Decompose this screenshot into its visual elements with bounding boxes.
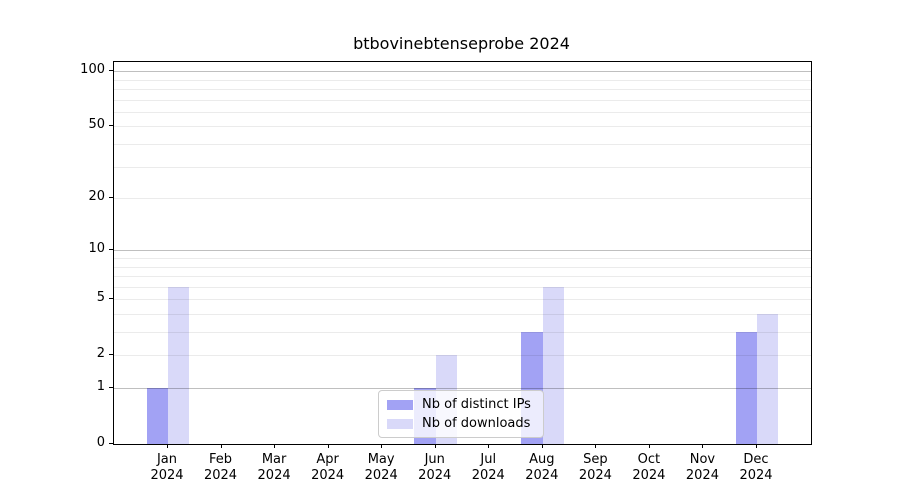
legend-label: Nb of distinct IPs — [422, 397, 531, 412]
x-tick-month: Jun — [424, 452, 445, 467]
y-tick-mark — [109, 354, 113, 356]
gridline — [114, 166, 811, 168]
x-tick-year: 2024 — [471, 468, 505, 483]
legend-label: Nb of downloads — [422, 416, 531, 431]
x-tick-month: Apr — [316, 452, 339, 467]
x-tick-year: 2024 — [578, 468, 612, 483]
y-tick-label: 1 — [96, 379, 105, 394]
y-tick-label: 50 — [88, 117, 105, 133]
x-tick-month: May — [367, 452, 395, 467]
x-tick-label: Dec 2024 — [724, 452, 788, 484]
bar-distinct-ips — [146, 388, 168, 444]
y-tick-mark — [109, 443, 113, 444]
x-tick-month: Oct — [637, 452, 661, 467]
x-tick-month: Sep — [583, 452, 608, 467]
x-tick-label: Feb 2024 — [189, 452, 253, 484]
gridline — [114, 313, 811, 315]
gridline — [114, 99, 811, 101]
y-tick-mark — [109, 387, 113, 388]
x-tick-mark — [167, 444, 168, 448]
x-tick-mark — [381, 444, 383, 448]
gridline — [114, 250, 811, 252]
gridline — [114, 144, 811, 146]
x-tick-month: Jul — [480, 452, 497, 467]
y-tick-mark — [109, 197, 113, 199]
x-tick-year: 2024 — [257, 468, 291, 483]
x-tick-mark — [648, 444, 650, 448]
legend-swatch — [387, 418, 413, 429]
x-tick-mark — [220, 444, 222, 448]
chart-title: btbovinebtenseprobe 2024 — [353, 34, 570, 53]
x-tick-mark — [755, 444, 757, 448]
y-tick-mark — [109, 249, 113, 251]
legend: Nb of distinct IPs Nb of downloads — [378, 390, 544, 438]
x-tick-year: 2024 — [364, 468, 398, 483]
legend-swatch — [387, 399, 413, 410]
x-tick-label: Oct 2024 — [617, 452, 681, 484]
gridline — [114, 71, 811, 73]
gridline — [114, 355, 811, 357]
gridline — [114, 332, 811, 334]
x-tick-label: Nov 2024 — [670, 452, 734, 484]
x-tick-year: 2024 — [150, 468, 184, 483]
y-tick-label: 5 — [96, 290, 105, 306]
gridline — [114, 266, 811, 268]
x-tick-month: Nov — [689, 452, 716, 467]
x-tick-mark — [488, 444, 490, 448]
gridline — [114, 388, 811, 389]
gridline — [114, 276, 811, 278]
legend-item: Nb of distinct IPs — [387, 397, 535, 412]
x-tick-mark — [274, 444, 276, 448]
x-tick-year: 2024 — [632, 468, 666, 483]
y-tick-label: 10 — [88, 241, 105, 257]
gridline — [114, 111, 811, 113]
x-tick-month: Feb — [209, 452, 233, 467]
x-tick-label: Jan 2024 — [135, 452, 199, 484]
x-tick-month: Dec — [743, 452, 769, 467]
x-tick-mark — [595, 444, 597, 448]
y-tick-label: 100 — [80, 62, 105, 78]
x-tick-label: May 2024 — [349, 452, 413, 484]
x-tick-label: Mar 2024 — [242, 452, 306, 484]
x-tick-mark — [327, 444, 329, 448]
gridline — [114, 299, 811, 301]
bar-distinct-ips — [735, 332, 757, 444]
gridline — [114, 258, 811, 259]
x-tick-year: 2024 — [739, 468, 773, 483]
bar-downloads — [756, 313, 779, 444]
x-tick-year: 2024 — [685, 468, 719, 483]
x-tick-mark — [702, 444, 704, 448]
x-tick-month: Aug — [529, 452, 555, 467]
y-tick-label: 0 — [96, 435, 105, 450]
gridline — [114, 286, 811, 288]
x-tick-mark — [434, 444, 436, 448]
gridline — [114, 126, 811, 128]
x-tick-label: Jul 2024 — [456, 452, 520, 484]
x-tick-mark — [541, 444, 543, 448]
legend-item: Nb of downloads — [387, 416, 535, 431]
y-tick-mark — [109, 70, 113, 72]
y-tick-label: 20 — [88, 189, 105, 205]
gridline — [114, 198, 811, 200]
x-tick-year: 2024 — [418, 468, 452, 483]
bar-downloads — [168, 286, 190, 444]
x-tick-year: 2024 — [311, 468, 345, 483]
y-tick-mark — [109, 125, 113, 127]
y-tick-mark — [109, 298, 113, 300]
x-tick-month: Mar — [261, 452, 287, 467]
x-tick-year: 2024 — [203, 468, 238, 483]
x-tick-label: Jun 2024 — [403, 452, 467, 484]
bar-downloads — [542, 286, 565, 444]
x-tick-label: Sep 2024 — [563, 452, 627, 484]
x-tick-label: Aug 2024 — [510, 452, 574, 484]
plot-area — [113, 61, 812, 445]
x-tick-label: Apr 2024 — [296, 452, 360, 484]
y-tick-label: 2 — [96, 346, 105, 362]
gridline — [114, 79, 811, 81]
gridline — [114, 89, 811, 91]
x-tick-year: 2024 — [525, 468, 559, 483]
x-tick-month: Jan — [156, 452, 178, 467]
